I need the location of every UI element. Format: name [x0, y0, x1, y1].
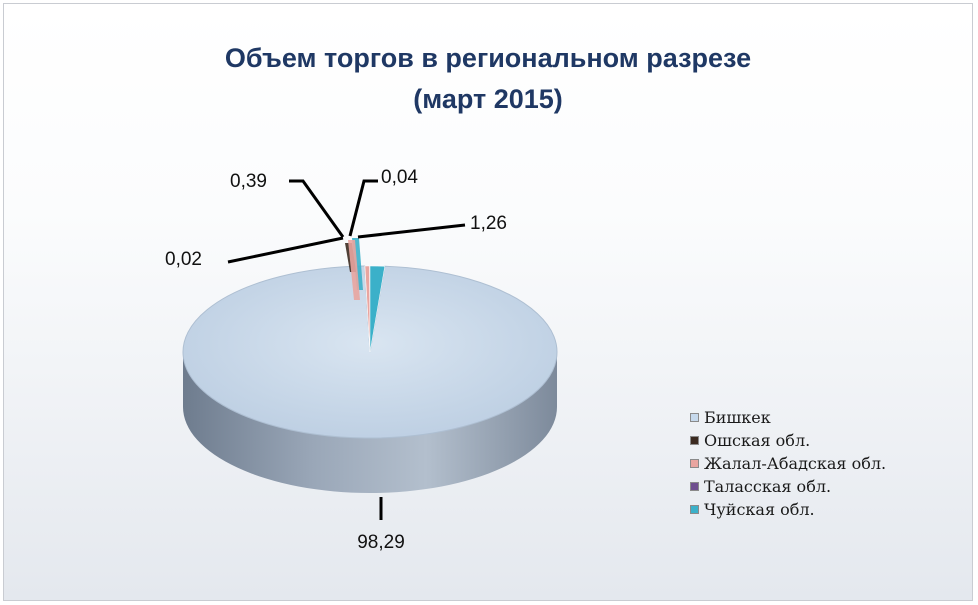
leader-line — [227, 236, 344, 264]
legend-item: Бишкек — [690, 406, 886, 429]
leader-line — [289, 179, 345, 238]
pie-side — [183, 352, 557, 493]
legend-swatch — [690, 436, 699, 445]
legend: Бишкек Ошская обл. Жалал-Абадская обл. Тала… — [690, 406, 886, 521]
legend-swatch — [690, 505, 699, 514]
pie-slice — [369, 265, 386, 353]
chart-title-line: Объем торгов в региональном разрезе — [224, 43, 752, 73]
legend-item: Жалал-Абадская обл. — [690, 452, 886, 475]
legend-item: Ошская обл. — [690, 429, 886, 452]
leader-line — [348, 179, 378, 237]
leader-line — [357, 223, 466, 239]
data-label: 1,26 — [470, 213, 507, 234]
legend-item: Чуйская обл. — [690, 498, 886, 521]
pie-side-wall — [183, 352, 557, 493]
chart-title: Объем торгов в региональном разрезе (мар… — [4, 38, 972, 120]
legend-label: Чуйская обл. — [704, 500, 815, 519]
data-labels: 98,29 0,02 0,39 0,04 1,26 — [165, 167, 507, 553]
chart-subtitle-line: (март 2015) — [413, 84, 563, 114]
legend-swatch — [690, 413, 699, 422]
legend-label: Ошская обл. — [704, 431, 811, 450]
legend-label: Бишкек — [704, 408, 771, 427]
leader-lines — [227, 179, 466, 520]
legend-label: Таласская обл. — [704, 477, 832, 496]
legend-label: Жалал-Абадская обл. — [704, 454, 887, 473]
legend-swatch — [690, 459, 699, 468]
data-label: 0,39 — [230, 171, 267, 192]
data-label: 0,02 — [165, 249, 202, 270]
legend-item: Таласская обл. — [690, 475, 886, 498]
pie-top — [182, 238, 558, 439]
data-label: 98,29 — [357, 532, 405, 553]
pie-slice-sliver — [348, 240, 360, 300]
legend-swatch — [690, 482, 699, 491]
data-label: 0,04 — [381, 167, 418, 188]
